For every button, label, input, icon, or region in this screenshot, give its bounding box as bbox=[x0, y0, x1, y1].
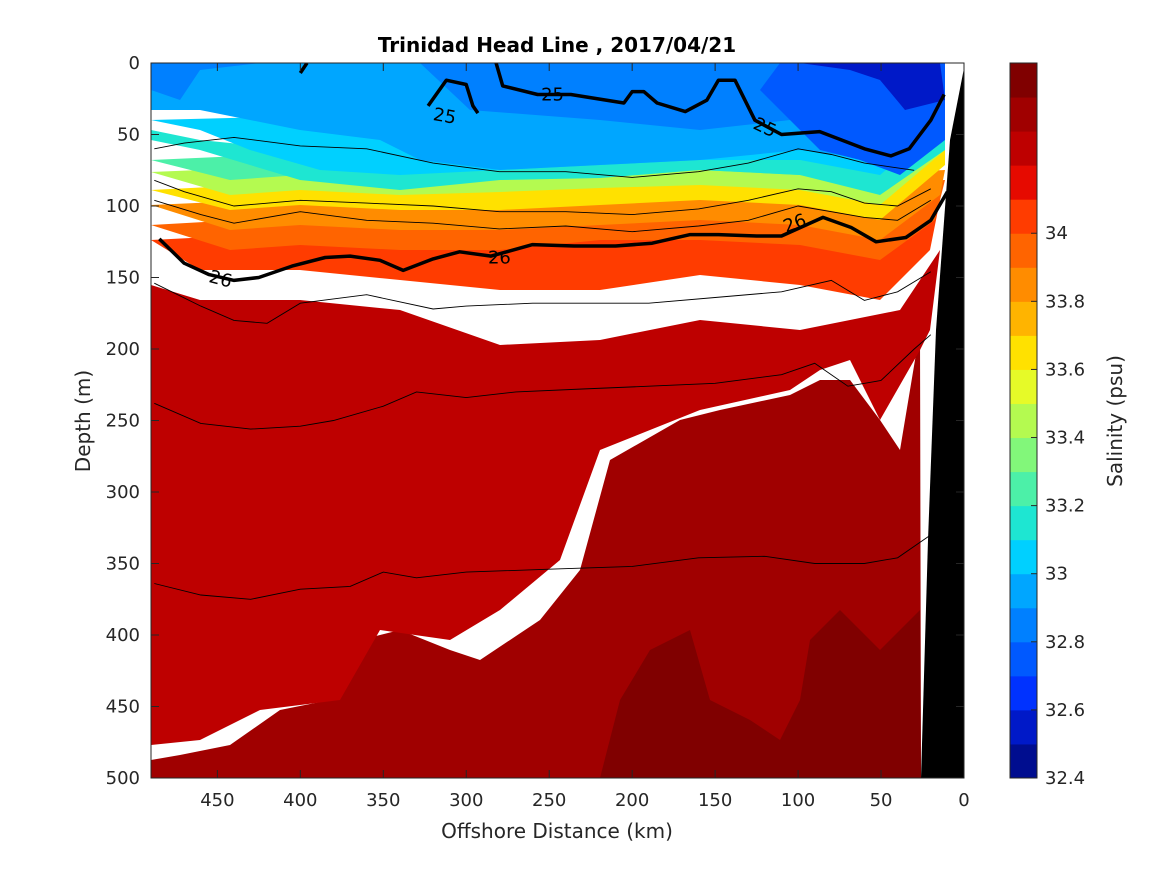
salinity-band-0 bbox=[151, 330, 921, 778]
x-tick-label: 0 bbox=[958, 790, 969, 811]
thin-contour-line bbox=[154, 136, 915, 178]
density-contour-25 bbox=[494, 63, 946, 158]
colorbar-tick-label: 32.8 bbox=[1045, 632, 1085, 653]
colorbar-swatch bbox=[1010, 131, 1037, 166]
y-tick-label: 450 bbox=[106, 697, 140, 718]
colorbar-tick-label: 33.6 bbox=[1045, 359, 1085, 380]
thin-contour-line bbox=[154, 271, 932, 324]
density-contour-26 bbox=[158, 190, 949, 283]
colorbar-tick-label: 32.6 bbox=[1045, 700, 1085, 721]
colorbar-swatch bbox=[1010, 267, 1037, 302]
x-tick-label: 150 bbox=[698, 790, 732, 811]
colorbar-tick-label: 33.8 bbox=[1045, 291, 1085, 312]
y-tick-label: 300 bbox=[106, 482, 140, 503]
colorbar-swatch bbox=[1010, 539, 1037, 575]
y-tick-label: 100 bbox=[106, 196, 140, 217]
thin-contour-line bbox=[154, 199, 932, 233]
density-contour-25 bbox=[426, 78, 480, 115]
colorbar-swatch bbox=[1010, 233, 1037, 268]
colorbar-swatch bbox=[1010, 97, 1037, 132]
colorbar-swatch bbox=[1010, 641, 1037, 677]
x-tick-label: 50 bbox=[870, 790, 893, 811]
colorbar-swatch bbox=[1010, 369, 1037, 404]
salinity-band-1 bbox=[600, 610, 921, 778]
y-axis-label: Depth (m) bbox=[71, 370, 95, 472]
y-axis: 0 50 100 150 200 250 300 350 400 450 500 bbox=[106, 53, 964, 789]
density-contour-25 bbox=[298, 63, 309, 74]
colorbar-label: Salinity (psu) bbox=[1103, 355, 1127, 487]
colorbar-swatch bbox=[1010, 301, 1037, 336]
colorbar-tick-label: 33.4 bbox=[1045, 428, 1085, 449]
colorbar-swatch bbox=[1010, 335, 1037, 370]
x-tick-label: 250 bbox=[532, 790, 566, 811]
colorbar-swatch bbox=[1010, 573, 1037, 609]
x-tick-label: 300 bbox=[449, 790, 483, 811]
x-tick-label: 400 bbox=[283, 790, 317, 811]
thin-contour-line bbox=[154, 534, 932, 600]
contour-label-25: 25 bbox=[541, 84, 564, 105]
colorbar-swatch bbox=[1010, 505, 1037, 541]
salinity-band-12 bbox=[151, 63, 945, 140]
y-tick-label: 200 bbox=[106, 339, 140, 360]
thin-contour-line bbox=[154, 179, 932, 216]
x-tick-label: 450 bbox=[200, 790, 234, 811]
chart-title: Trinidad Head Line , 2017/04/21 bbox=[378, 33, 736, 57]
y-tick-label: 500 bbox=[106, 768, 140, 789]
colorbar-tick-label: 32.4 bbox=[1045, 768, 1085, 789]
colorbar-swatch bbox=[1010, 607, 1037, 643]
y-tick-label: 350 bbox=[106, 554, 140, 575]
colorbar-swatch bbox=[1010, 471, 1037, 507]
x-tick-label: 350 bbox=[366, 790, 400, 811]
colorbar-tick-label: 34 bbox=[1045, 223, 1068, 244]
colorbar-swatch bbox=[1010, 675, 1037, 711]
y-tick-label: 0 bbox=[129, 53, 140, 74]
colorbar-frame bbox=[1009, 62, 1038, 779]
salinity-band-14 bbox=[800, 63, 945, 110]
y-tick-label: 250 bbox=[106, 411, 140, 432]
colorbar-swatch bbox=[1010, 709, 1037, 745]
y-tick-label: 50 bbox=[117, 125, 140, 146]
x-tick-label: 200 bbox=[615, 790, 649, 811]
x-tick-label: 100 bbox=[781, 790, 815, 811]
colorbar-swatch bbox=[1010, 63, 1037, 98]
contour-label-25: 25 bbox=[431, 104, 457, 129]
colorbar-tick-label: 33.2 bbox=[1045, 496, 1085, 517]
colorbar-swatch bbox=[1010, 199, 1037, 234]
colorbar: 34 33.8 33.6 33.4 33.2 33 32.8 32.6 32.4 bbox=[1009, 62, 1085, 789]
y-tick-label: 400 bbox=[106, 625, 140, 646]
seafloor-bathymetry bbox=[921, 68, 964, 778]
colorbar-swatch bbox=[1010, 743, 1037, 779]
colorbar-tick-label: 33 bbox=[1045, 564, 1068, 585]
thin-contour-line bbox=[154, 334, 932, 430]
x-axis: 450 400 350 300 250 200 150 100 50 0 bbox=[200, 63, 970, 811]
salinity-fill-layer bbox=[151, 63, 945, 778]
colorbar-swatch bbox=[1010, 437, 1037, 473]
thin-contour-layer bbox=[154, 136, 932, 600]
salinity-band-2 bbox=[151, 250, 940, 745]
colorbar-swatch bbox=[1010, 165, 1037, 200]
x-axis-label: Offshore Distance (km) bbox=[441, 819, 673, 843]
contour-label-26: 26 bbox=[488, 247, 511, 268]
colorbar-swatch bbox=[1010, 403, 1037, 439]
y-tick-label: 150 bbox=[106, 268, 140, 289]
